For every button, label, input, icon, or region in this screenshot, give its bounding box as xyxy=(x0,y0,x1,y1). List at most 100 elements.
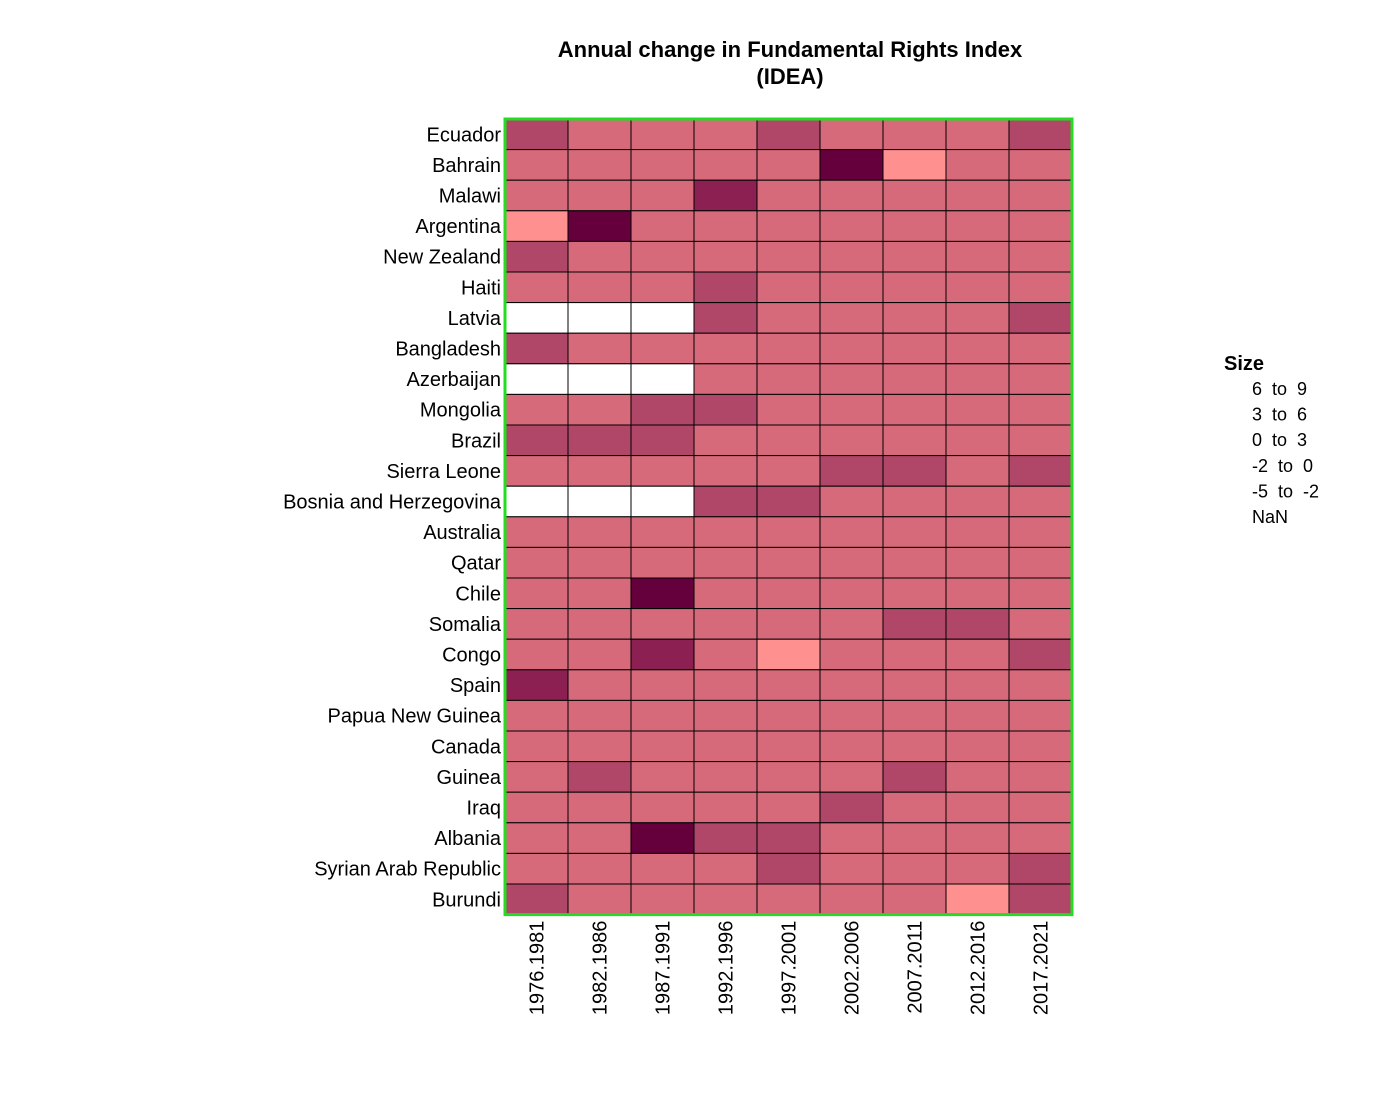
heatmap-cell xyxy=(630,730,695,763)
heatmap-cell xyxy=(567,455,632,487)
heatmap-cell xyxy=(567,118,632,151)
heatmap-cell xyxy=(630,669,695,701)
column-label: 2012.2016 xyxy=(968,921,990,1016)
heatmap-cell xyxy=(882,118,947,151)
row-label: Iraq xyxy=(467,798,501,820)
heatmap-cell xyxy=(630,546,695,579)
heatmap-cell xyxy=(882,424,947,457)
plot-frame xyxy=(503,117,1074,917)
heatmap-cell xyxy=(693,852,758,885)
heatmap-cell xyxy=(882,393,947,426)
heatmap-cell xyxy=(630,332,695,365)
heatmap-cell xyxy=(693,271,758,304)
heatmap-cell xyxy=(630,516,695,548)
row-label: Chile xyxy=(455,583,501,605)
legend-item-label: NaN xyxy=(1252,507,1288,527)
column-label: 1982.1986 xyxy=(590,921,612,1016)
heatmap-cell xyxy=(504,118,569,151)
heatmap-cell xyxy=(504,852,569,885)
heatmap-cell xyxy=(693,149,758,181)
heatmap-cell xyxy=(504,791,569,824)
heatmap-cell xyxy=(945,791,1010,824)
heatmap-cell xyxy=(819,822,884,854)
heatmap-cell xyxy=(630,638,695,671)
heatmap-cell xyxy=(756,240,821,273)
heatmap-cell xyxy=(1008,210,1073,242)
heatmap-cell xyxy=(630,424,695,457)
heatmap-cell xyxy=(1008,240,1073,273)
heatmap-cell xyxy=(945,210,1010,242)
heatmap-cell xyxy=(945,608,1010,640)
heatmap-cell xyxy=(882,669,947,701)
heatmap-cell xyxy=(945,118,1010,151)
heatmap-cell xyxy=(945,577,1010,610)
heatmap-cell xyxy=(1008,393,1073,426)
heatmap-cell xyxy=(882,852,947,885)
heatmap-cell xyxy=(756,210,821,242)
heatmap-cell xyxy=(504,516,569,548)
heatmap-cell xyxy=(504,149,569,181)
heatmap-cell xyxy=(630,302,695,334)
heatmap-cell xyxy=(882,516,947,548)
heatmap-cell xyxy=(504,240,569,273)
heatmap-cell xyxy=(630,485,695,518)
heatmap-cell xyxy=(819,424,884,457)
heatmap-cell xyxy=(693,179,758,212)
heatmap-cell xyxy=(756,424,821,457)
heatmap-cell xyxy=(819,118,884,151)
heatmap-cell xyxy=(630,149,695,181)
row-label: Latvia xyxy=(448,308,502,330)
heatmap-cell xyxy=(567,149,632,181)
heatmap-cell xyxy=(567,179,632,212)
heatmap-cell xyxy=(945,546,1010,579)
heatmap-cell xyxy=(882,638,947,671)
heatmap-cell xyxy=(819,179,884,212)
heatmap-cell xyxy=(819,608,884,640)
heatmap-cell xyxy=(504,455,569,487)
heatmap-cell xyxy=(567,761,632,793)
heatmap-cell xyxy=(693,608,758,640)
heatmap-cell xyxy=(567,883,632,916)
heatmap-cell xyxy=(1008,363,1073,395)
heatmap-cell xyxy=(756,271,821,304)
heatmap-cell xyxy=(882,210,947,242)
heatmap-cell xyxy=(819,271,884,304)
heatmap-cell xyxy=(756,332,821,365)
heatmap-cell xyxy=(945,852,1010,885)
heatmap-cell xyxy=(630,210,695,242)
heatmap-cell xyxy=(1008,577,1073,610)
heatmap-cell xyxy=(630,455,695,487)
heatmap-cell xyxy=(756,791,821,824)
heatmap-cell xyxy=(1008,699,1073,732)
heatmap-cell xyxy=(567,240,632,273)
heatmap-cell xyxy=(819,546,884,579)
heatmap-cell xyxy=(1008,332,1073,365)
heatmap-cell xyxy=(630,791,695,824)
heatmap-cell xyxy=(630,577,695,610)
heatmap-cell xyxy=(693,118,758,151)
heatmap-cell xyxy=(945,424,1010,457)
heatmap-cell xyxy=(756,608,821,640)
heatmap-cell xyxy=(819,852,884,885)
heatmap-cell xyxy=(756,179,821,212)
heatmap-cell xyxy=(882,546,947,579)
row-label: Guinea xyxy=(437,767,502,789)
heatmap-cell xyxy=(567,393,632,426)
heatmap-cell xyxy=(945,363,1010,395)
column-label: 1976.1981 xyxy=(527,921,549,1016)
heatmap-cell xyxy=(567,424,632,457)
heatmap-cell xyxy=(567,638,632,671)
heatmap-cell xyxy=(1008,455,1073,487)
heatmap-cell xyxy=(630,761,695,793)
heatmap-cell xyxy=(1008,883,1073,916)
heatmap-cell xyxy=(504,638,569,671)
heatmap-cell xyxy=(504,730,569,763)
heatmap-cell xyxy=(567,485,632,518)
heatmap-cell xyxy=(756,669,821,701)
heatmap-cell xyxy=(567,608,632,640)
heatmap-cell xyxy=(945,393,1010,426)
heatmap-cell xyxy=(567,546,632,579)
heatmap-cell xyxy=(756,730,821,763)
heatmap-cell xyxy=(567,577,632,610)
heatmap-cell xyxy=(756,638,821,671)
